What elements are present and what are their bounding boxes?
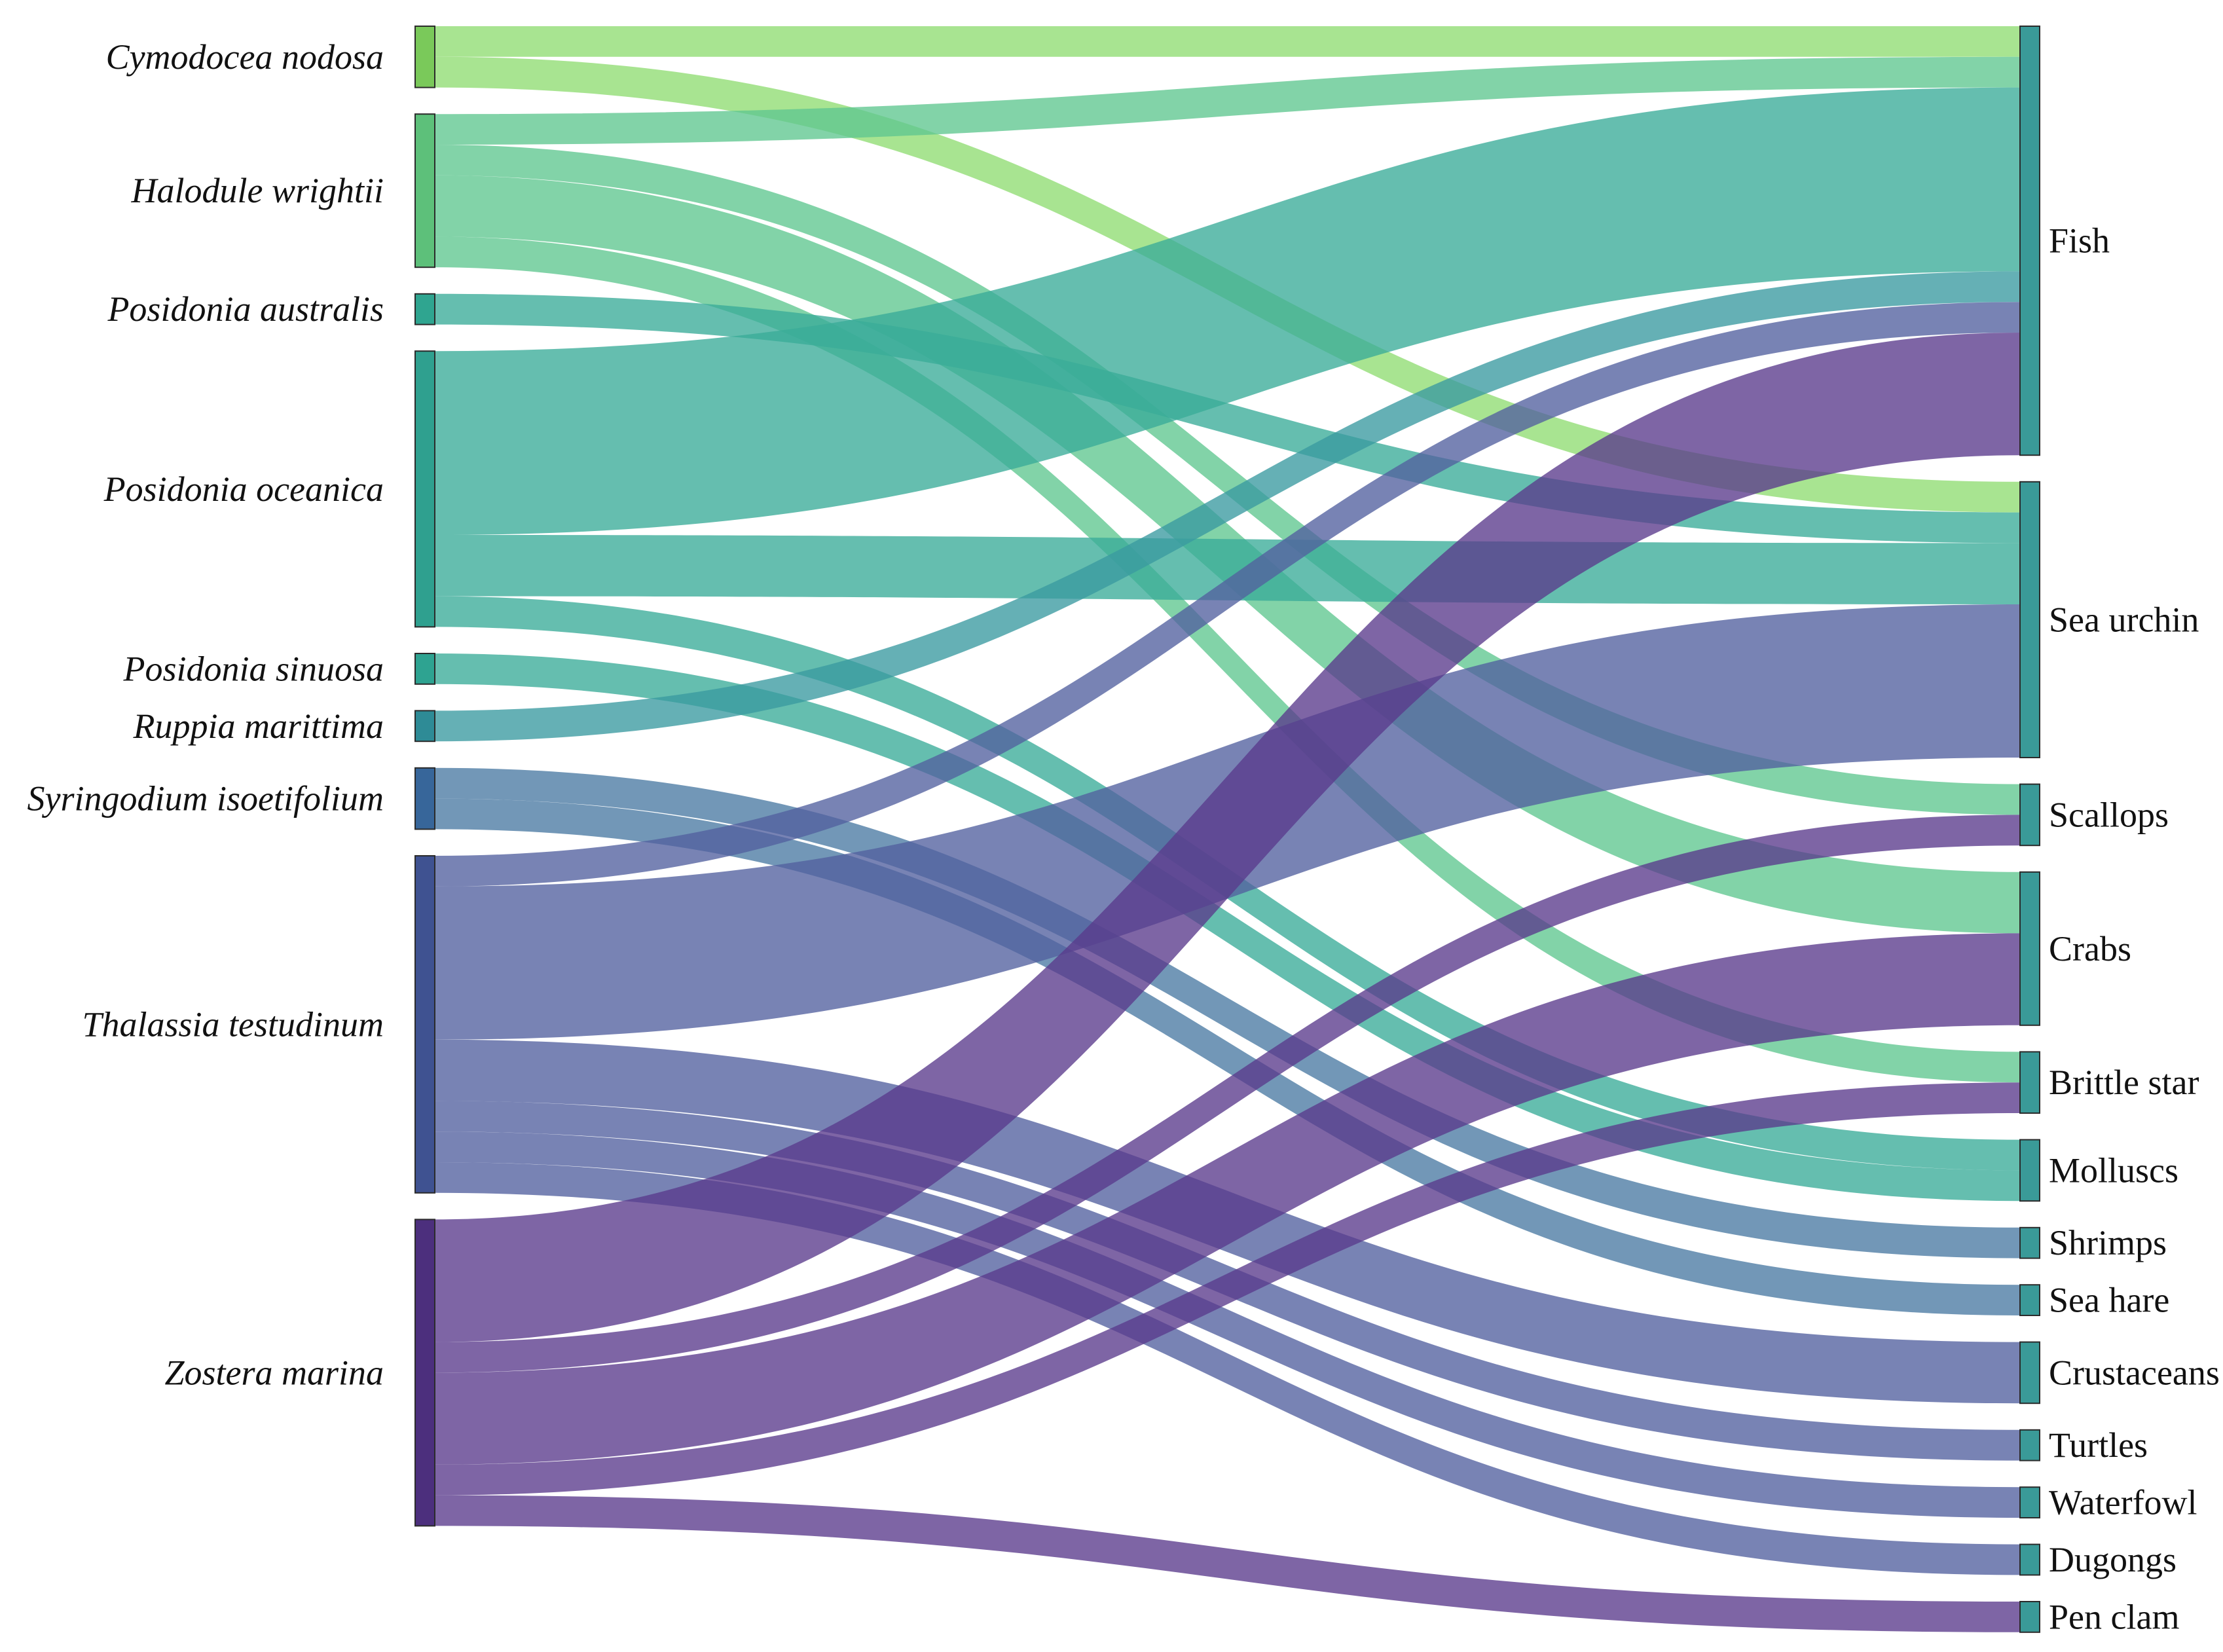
- link-thalassia-testudinum-to-waterfowl: [435, 1131, 2020, 1518]
- target-node-molluscs: [2019, 1139, 2040, 1202]
- source-label-ruppia-marittima: Ruppia marittima: [132, 707, 384, 746]
- target-node-crabs: [2019, 871, 2040, 1026]
- source-node-posidonia-oceanica: [414, 350, 435, 628]
- target-label-molluscs: Molluscs: [2049, 1150, 2178, 1190]
- link-posidonia-oceanica-to-fish: [435, 87, 2020, 535]
- source-label-syringodium-isoetifolium: Syringodium isoetifolium: [28, 779, 384, 818]
- nodes-layer: [414, 26, 2040, 1633]
- target-label-crustaceans: Crustaceans: [2049, 1353, 2220, 1392]
- target-node-sea-urchin: [2019, 481, 2040, 758]
- source-node-syringodium-isoetifolium: [414, 767, 435, 830]
- link-cymodocea-nodosa-to-fish: [435, 26, 2020, 57]
- link-zostera-marina-to-brittle-star: [435, 1082, 2020, 1496]
- target-node-pen-clam: [2019, 1601, 2040, 1633]
- link-thalassia-testudinum-to-fish: [435, 302, 2020, 887]
- source-label-cymodocea-nodosa: Cymodocea nodosa: [106, 37, 384, 77]
- target-label-waterfowl: Waterfowl: [2049, 1483, 2197, 1522]
- target-label-brittle-star: Brittle star: [2049, 1063, 2199, 1102]
- target-label-dugongs: Dugongs: [2049, 1540, 2177, 1579]
- source-label-posidonia-sinuosa: Posidonia sinuosa: [122, 649, 384, 688]
- link-ruppia-marittima-to-fish: [435, 271, 2020, 742]
- source-node-halodule-wrightii: [414, 113, 435, 268]
- link-syringodium-isoetifolium-to-shrimps: [435, 767, 2020, 1258]
- target-label-crabs: Crabs: [2049, 929, 2131, 968]
- target-node-fish: [2019, 26, 2040, 456]
- source-node-ruppia-marittima: [414, 710, 435, 743]
- target-label-sea-urchin: Sea urchin: [2049, 600, 2199, 639]
- target-node-dugongs: [2019, 1543, 2040, 1576]
- target-node-turtles: [2019, 1429, 2040, 1461]
- link-halodule-wrightii-to-brittle-star: [435, 236, 2020, 1083]
- link-zostera-marina-to-fish: [435, 333, 2020, 1342]
- link-posidonia-oceanica-to-sea-urchin: [435, 535, 2020, 604]
- link-zostera-marina-to-pen-clam: [435, 1495, 2020, 1632]
- target-node-shrimps: [2019, 1226, 2040, 1259]
- target-label-shrimps: Shrimps: [2049, 1223, 2167, 1262]
- target-node-crustaceans: [2019, 1341, 2040, 1404]
- target-node-waterfowl: [2019, 1486, 2040, 1518]
- target-node-brittle-star: [2019, 1051, 2040, 1114]
- source-node-cymodocea-nodosa: [414, 26, 435, 88]
- source-node-posidonia-australis: [414, 293, 435, 325]
- target-node-sea-hare: [2019, 1284, 2040, 1316]
- source-node-zostera-marina: [414, 1219, 435, 1527]
- source-node-thalassia-testudinum: [414, 855, 435, 1194]
- target-label-sea-hare: Sea hare: [2049, 1281, 2169, 1320]
- links-layer: [435, 26, 2020, 1632]
- link-zostera-marina-to-crabs: [435, 933, 2020, 1465]
- target-label-turtles: Turtles: [2049, 1425, 2148, 1465]
- target-label-fish: Fish: [2049, 221, 2110, 261]
- source-label-posidonia-australis: Posidonia australis: [107, 289, 384, 329]
- link-zostera-marina-to-scallops: [435, 815, 2020, 1373]
- target-node-scallops: [2019, 783, 2040, 847]
- link-posidonia-australis-to-sea-urchin: [435, 293, 2020, 543]
- link-posidonia-sinuosa-to-molluscs: [435, 653, 2020, 1202]
- source-label-thalassia-testudinum: Thalassia testudinum: [82, 1004, 384, 1044]
- source-label-halodule-wrightii: Halodule wrightii: [130, 171, 384, 210]
- labels-layer: Cymodocea nodosa Halodule wrightii Posidon…: [28, 37, 2220, 1637]
- source-label-zostera-marina: Zostera marina: [164, 1353, 384, 1392]
- link-halodule-wrightii-to-scallops: [435, 145, 2020, 815]
- source-label-posidonia-oceanica: Posidonia oceanica: [103, 469, 384, 509]
- link-halodule-wrightii-to-fish: [435, 56, 2020, 145]
- target-label-scallops: Scallops: [2049, 795, 2169, 834]
- target-label-pen-clam: Pen clam: [2049, 1597, 2179, 1636]
- link-syringodium-isoetifolium-to-sea-hare: [435, 798, 2020, 1315]
- link-thalassia-testudinum-to-dugongs: [435, 1162, 2020, 1575]
- source-node-posidonia-sinuosa: [414, 653, 435, 685]
